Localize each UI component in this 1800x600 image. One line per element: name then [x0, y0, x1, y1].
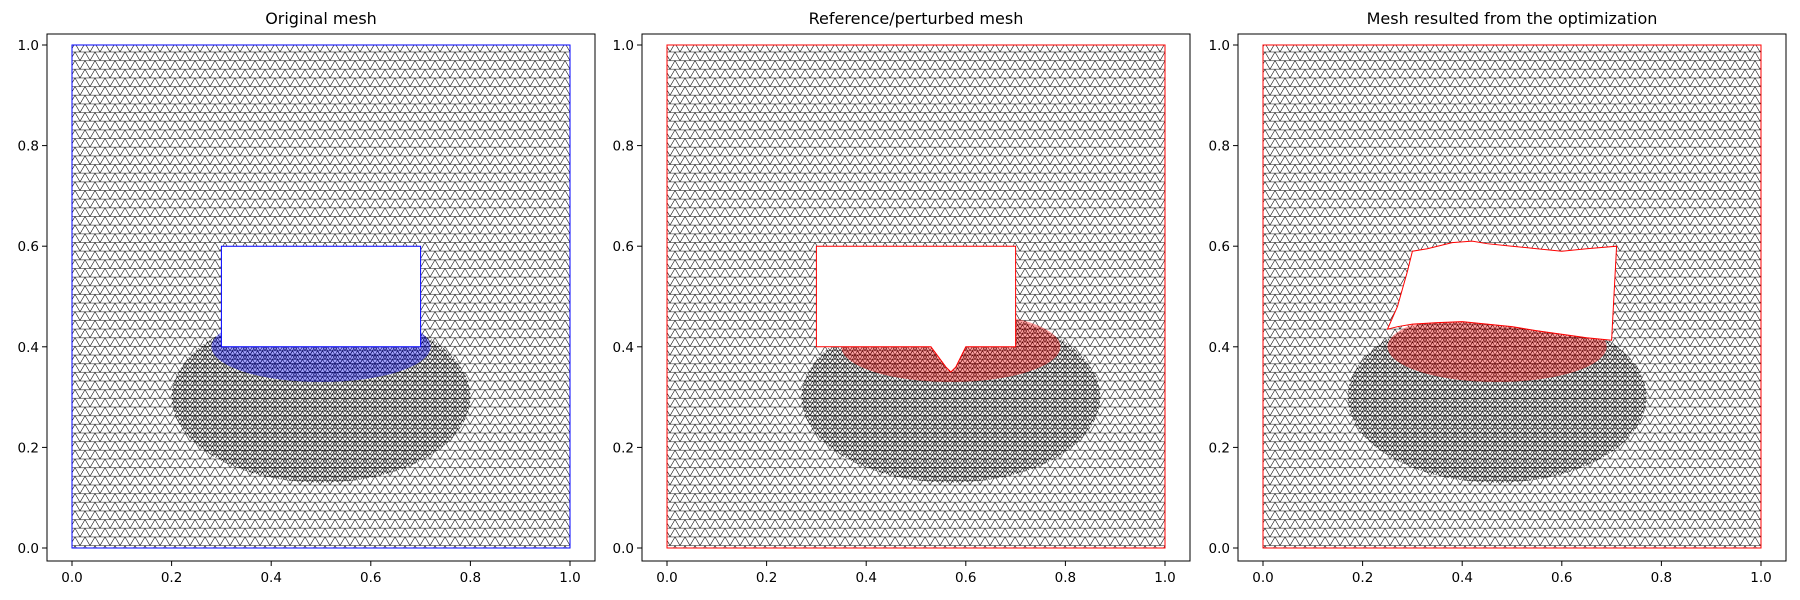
- domain-boundary: [71, 44, 571, 549]
- y-tick-label: 0.0: [613, 541, 634, 557]
- y-tick-label: 0.4: [613, 340, 634, 356]
- x-tick-label: 0.2: [161, 570, 182, 586]
- hole-boundary: [220, 245, 422, 348]
- mesh-refined-zone: [801, 311, 1101, 483]
- x-tick-label: 0.8: [1055, 570, 1076, 586]
- axes-frame: [641, 33, 1191, 562]
- hole-boundary: [1386, 240, 1618, 341]
- y-tick-label: 0.8: [1209, 139, 1230, 155]
- mesh-refined-zone: [1347, 311, 1647, 483]
- panel-title: Original mesh: [265, 9, 377, 28]
- y-tick-label: 0.2: [613, 440, 634, 456]
- mesh-panel-3: Mesh resulted from the optimization 0.0 0.…: [1209, 9, 1787, 586]
- x-tick-label: 0.4: [1451, 570, 1472, 586]
- mesh-panel-1: Original mesh 0.0 0.2 0.4 0.6 0.8 1.0 0.0 0.2 0.4…: [18, 9, 596, 586]
- y-tick-label: 0.4: [18, 340, 39, 356]
- mesh-panel-2: Reference/perturbed mesh 0.0 0.2 0.4 0.6 0.8 1…: [613, 9, 1191, 586]
- x-tick-label: 0.0: [61, 570, 82, 586]
- y-tick-label: 0.0: [1209, 541, 1230, 557]
- y-tick-label: 0.2: [1209, 440, 1230, 456]
- y-tick-label: 0.6: [613, 239, 634, 255]
- axes-frame: [46, 33, 596, 562]
- y-tick-label: 0.8: [613, 139, 634, 155]
- x-tick-label: 1.0: [559, 570, 580, 586]
- x-tick-label: 0.0: [656, 570, 677, 586]
- mesh-refined-zone: [171, 311, 471, 483]
- y-tick-label: 0.6: [1209, 239, 1230, 255]
- hole-boundary: [815, 245, 1017, 373]
- x-tick-label: 0.6: [1551, 570, 1572, 586]
- y-tick-label: 1.0: [18, 38, 39, 54]
- y-tick-label: 0.4: [1209, 340, 1230, 356]
- y-tick-label: 0.8: [18, 139, 39, 155]
- y-tick-label: 0.6: [18, 239, 39, 255]
- y-tick-label: 1.0: [613, 38, 634, 54]
- x-tick-label: 0.8: [460, 570, 481, 586]
- domain-boundary: [1262, 44, 1762, 549]
- x-tick-label: 0.4: [260, 570, 281, 586]
- y-tick-label: 1.0: [1209, 38, 1230, 54]
- x-tick-label: 0.4: [855, 570, 876, 586]
- x-tick-label: 0.6: [360, 570, 381, 586]
- axes-frame: [1237, 33, 1787, 562]
- x-tick-label: 0.2: [1352, 570, 1373, 586]
- y-tick-label: 0.2: [18, 440, 39, 456]
- x-tick-label: 1.0: [1154, 570, 1175, 586]
- y-tick-label: 0.0: [18, 541, 39, 557]
- domain-boundary: [666, 44, 1166, 549]
- panel-title: Reference/perturbed mesh: [809, 9, 1024, 28]
- x-tick-label: 0.2: [756, 570, 777, 586]
- x-tick-label: 0.6: [955, 570, 976, 586]
- panel-title: Mesh resulted from the optimization: [1367, 9, 1658, 28]
- x-tick-label: 0.8: [1651, 570, 1672, 586]
- x-tick-label: 0.0: [1252, 570, 1273, 586]
- x-tick-label: 1.0: [1750, 570, 1771, 586]
